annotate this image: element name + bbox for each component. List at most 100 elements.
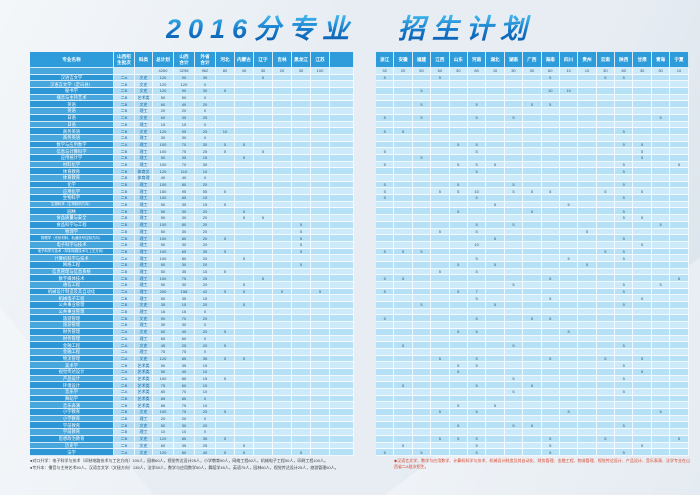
province-cell [273, 402, 292, 410]
province-cell [633, 322, 652, 329]
province-cell [633, 348, 652, 356]
province-cell [273, 168, 292, 175]
total-plan-cell: 120 [153, 74, 174, 82]
province-cell [449, 94, 468, 102]
province-cell: 5 [235, 208, 254, 216]
out-province-total-cell: 20 [195, 208, 216, 216]
province-cell [670, 175, 689, 182]
province-cell [596, 141, 616, 149]
out-province-total-cell: 10 [195, 368, 216, 376]
major-name-cell: 网络工程 [30, 261, 114, 269]
province-cell [596, 308, 616, 316]
province-cell [254, 395, 273, 403]
province-cell [376, 389, 395, 396]
total-plan-cell: 90 [153, 315, 174, 323]
province-cell [394, 201, 413, 209]
province-cell [504, 255, 524, 262]
batch-cell: 二B [114, 188, 135, 196]
batch-cell: 二B [114, 235, 135, 242]
province-cell [467, 154, 487, 162]
batch-cell: 二B [114, 88, 135, 95]
province-cell [449, 382, 468, 389]
batch-cell: 二B [114, 195, 135, 202]
province-cell [254, 389, 273, 396]
shanxi-total-cell: 120 [174, 81, 195, 89]
province-cell [235, 362, 254, 369]
province-cell [292, 134, 311, 142]
province-cell [670, 415, 689, 423]
province-cell [292, 188, 311, 196]
province-cell [273, 342, 292, 349]
province-cell [578, 128, 597, 135]
province-cell [235, 114, 254, 122]
province-cell [216, 101, 235, 109]
province-cell [273, 108, 292, 115]
province-cell [431, 389, 450, 396]
batch-cell: 二A [114, 288, 135, 296]
province-cell: 5 [467, 101, 487, 109]
type-cell: 理工 [135, 221, 153, 229]
province-cell: 5 [523, 101, 542, 109]
province-cell [504, 141, 524, 149]
province-cell: 5 [394, 442, 413, 450]
province-cell: 10 [467, 188, 487, 196]
type-cell: 艺术类 [135, 389, 153, 396]
column-header: 山西 合计 [174, 52, 195, 68]
province-cell: 5 [254, 74, 273, 82]
province-cell [559, 81, 579, 89]
total-plan-cell: 50 [153, 368, 174, 376]
out-province-total-cell: 962 [195, 68, 216, 75]
province-cell [651, 435, 671, 443]
province-cell [615, 188, 634, 196]
province-cell: 5 [254, 148, 273, 155]
batch-cell: 二B [114, 322, 135, 329]
province-cell [596, 195, 616, 202]
spacer-cell [330, 134, 354, 142]
province-cell [486, 368, 505, 376]
province-cell [596, 322, 616, 329]
province-cell: 92 [376, 68, 395, 75]
spacer-cell [330, 402, 354, 410]
province-cell [273, 435, 292, 443]
major-name-cell: 小学教育 [30, 415, 114, 423]
province-cell [578, 322, 597, 329]
type-cell: 艺术类 [135, 362, 153, 369]
province-cell [254, 94, 273, 102]
major-name-cell: 商务英语 [30, 134, 114, 142]
province-cell [596, 94, 616, 102]
province-cell: 5 [615, 161, 634, 169]
province-cell: 5 [216, 409, 235, 416]
province-cell [449, 429, 468, 436]
out-province-total-cell: 0 [195, 175, 216, 182]
total-plan-cell: 100 [153, 409, 174, 416]
province-cell [394, 368, 413, 376]
shanxi-total-cell: 75 [174, 275, 195, 282]
total-plan-cell: 85 [153, 402, 174, 410]
province-cell [292, 161, 311, 169]
province-cell [431, 288, 450, 296]
province-cell [541, 308, 560, 316]
province-cell [449, 101, 468, 109]
total-plan-cell: 30 [153, 134, 174, 142]
province-cell [651, 275, 671, 282]
shanxi-total-cell: 16 [174, 308, 195, 316]
province-cell [559, 108, 579, 115]
province-cell [273, 154, 292, 162]
province-cell [596, 154, 616, 162]
province-cell [412, 282, 432, 289]
province-cell [633, 255, 652, 262]
province-cell [292, 328, 311, 336]
province-cell [376, 395, 395, 403]
province-cell [394, 348, 413, 356]
province-cell [541, 348, 560, 356]
province-cell [394, 449, 413, 456]
type-cell: 理工 [135, 161, 153, 169]
province-cell [394, 195, 413, 202]
province-cell [578, 268, 597, 276]
province-cell [670, 442, 689, 450]
province-cell [633, 335, 652, 343]
province-cell [670, 101, 689, 109]
province-cell [292, 382, 311, 389]
total-plan-cell: 100 [153, 181, 174, 189]
batch-cell: 二B [114, 442, 135, 450]
